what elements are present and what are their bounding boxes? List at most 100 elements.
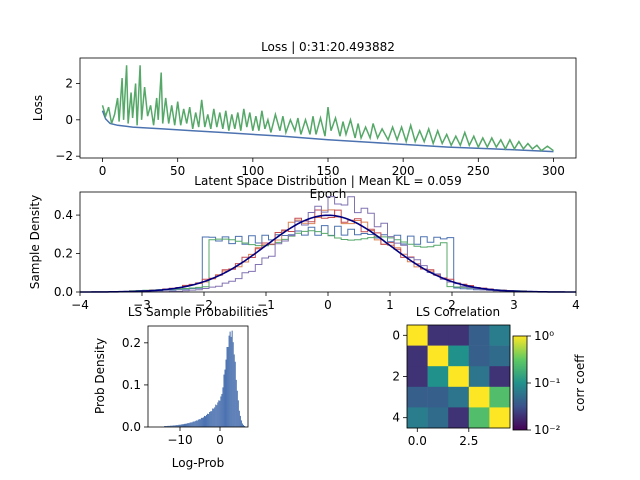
heatmap-cell-4-4 xyxy=(489,407,511,429)
probabilities-bar-66 xyxy=(231,330,233,427)
probabilities-bar-14 xyxy=(178,424,180,427)
probabilities-bar-44 xyxy=(209,411,211,427)
correlation-y-tick-label-2: 4 xyxy=(392,411,400,425)
loss-title: Loss | 0:31:20.493882 xyxy=(261,40,395,54)
loss-y-ticks: −2 0 2 xyxy=(55,76,80,163)
probabilities-bar-29 xyxy=(193,421,195,427)
probabilities-bar-46 xyxy=(211,411,213,427)
heatmap-cell-3-3 xyxy=(468,386,490,408)
probabilities-bar-60 xyxy=(225,359,227,427)
probabilities-bar-5 xyxy=(169,425,171,427)
probabilities-bar-18 xyxy=(182,424,184,427)
probabilities-bar-65 xyxy=(230,336,232,427)
probabilities-bar-36 xyxy=(200,417,202,427)
latent-x-tick-label-8: 4 xyxy=(572,298,580,312)
probabilities-bar-21 xyxy=(185,423,187,427)
loss-panel: Loss | 0:31:20.493882 0 50 100 150 200 250 300… xyxy=(31,40,577,201)
heatmap-cell-4-0 xyxy=(407,407,428,429)
probabilities-bar-26 xyxy=(190,422,192,427)
probabilities-bar-9 xyxy=(173,425,175,427)
heatmap-cell-3-0 xyxy=(407,386,428,408)
probabilities-bar-78 xyxy=(243,426,245,427)
heatmap-cell-4-1 xyxy=(427,407,449,429)
probabilities-bar-25 xyxy=(189,422,191,427)
probabilities-bar-47 xyxy=(212,408,214,427)
probabilities-x-ticks: −10 0 xyxy=(167,427,224,447)
probabilities-title: LS Sample Probabilities xyxy=(128,305,268,319)
probabilities-bar-67 xyxy=(232,342,234,427)
probabilities-bar-77 xyxy=(242,424,244,427)
colorbar-ticks: 10⁰ 10⁻¹ 10⁻² xyxy=(527,329,561,437)
latent-y-ticks: 0.0 0.2 0.4 xyxy=(54,208,80,299)
latent-reference-curve xyxy=(80,214,576,293)
probabilities-bar-62 xyxy=(227,346,229,427)
probabilities-bar-74 xyxy=(239,415,241,427)
probabilities-bar-4 xyxy=(168,425,170,427)
heatmap-cell-1-2 xyxy=(448,345,470,367)
latent-x-tick-label-5: 1 xyxy=(386,298,394,312)
probabilities-bar-6 xyxy=(170,425,172,427)
heatmap-cell-0-2 xyxy=(448,325,470,346)
probabilities-bar-48 xyxy=(213,408,215,427)
heatmap-cell-0-4 xyxy=(489,325,511,346)
probabilities-axes-frame xyxy=(147,325,249,428)
probabilities-bar-0 xyxy=(164,426,166,427)
probabilities-panel: LS Sample Probabilities −10 0 0.0 0.1 0.2 L… xyxy=(93,305,268,470)
probabilities-bar-1 xyxy=(165,426,167,427)
probabilities-bar-31 xyxy=(195,420,197,427)
loss-x-tick-label-6: 300 xyxy=(542,164,565,178)
probabilities-bar-53 xyxy=(218,400,220,427)
probabilities-bar-3 xyxy=(167,425,169,427)
probabilities-bar-20 xyxy=(184,423,186,427)
probabilities-bar-73 xyxy=(238,410,240,427)
probabilities-bar-42 xyxy=(207,413,209,427)
loss-x-tick-label-3: 150 xyxy=(317,164,340,178)
loss-y-tick-label-0: −2 xyxy=(55,149,73,163)
probabilities-bar-15 xyxy=(179,424,181,427)
probabilities-bar-76 xyxy=(241,423,243,427)
probabilities-bar-49 xyxy=(214,407,216,427)
latent-x-ticks: −4 −3 −2 −1 0 1 2 3 4 xyxy=(71,292,580,312)
probabilities-x-label: Log-Prob xyxy=(172,456,224,470)
heatmap-cell-1-4 xyxy=(489,345,511,367)
probabilities-bar-68 xyxy=(233,354,235,427)
probabilities-bar-57 xyxy=(222,387,224,427)
heatmap-cell-3-2 xyxy=(448,386,470,408)
probabilities-bar-16 xyxy=(180,424,182,427)
probabilities-bar-45 xyxy=(210,411,212,427)
probabilities-bar-63 xyxy=(228,335,230,427)
latent-histogram-1 xyxy=(129,209,527,292)
probabilities-bar-69 xyxy=(234,361,236,427)
colorbar xyxy=(512,335,528,431)
colorbar-tick-label-1: 10⁻¹ xyxy=(534,376,561,390)
loss-x-ticks: 0 50 100 150 200 250 300 xyxy=(99,158,565,178)
probabilities-bar-35 xyxy=(199,419,201,427)
probabilities-bar-70 xyxy=(235,379,237,427)
correlation-y-tick-label-0: 0 xyxy=(392,328,400,342)
probabilities-bar-58 xyxy=(223,374,225,427)
heatmap-cell-3-4 xyxy=(489,386,511,408)
heatmap-cell-1-0 xyxy=(407,345,428,367)
probabilities-bar-38 xyxy=(202,417,204,427)
loss-y-label: Loss xyxy=(31,95,45,121)
latent-y-tick-label-2: 0.4 xyxy=(54,208,73,222)
probabilities-bar-71 xyxy=(236,390,238,427)
latent-histogram-4 xyxy=(129,196,527,293)
correlation-title: LS Correlation xyxy=(416,305,500,319)
heatmap-cell-2-2 xyxy=(448,366,470,388)
heatmap-cell-0-0 xyxy=(407,325,428,346)
probabilities-bar-51 xyxy=(216,405,218,427)
probabilities-bar-72 xyxy=(237,400,239,427)
loss-y-tick-label-1: 0 xyxy=(65,113,73,127)
probabilities-plot-area xyxy=(164,330,246,427)
loss-x-tick-label-5: 250 xyxy=(467,164,490,178)
latent-y-tick-label-1: 0.2 xyxy=(54,247,73,261)
probabilities-bar-37 xyxy=(201,417,203,427)
latent-histogram-2 xyxy=(129,230,527,292)
correlation-y-tick-label-1: 2 xyxy=(392,370,400,384)
latent-histogram-3 xyxy=(129,209,527,292)
heatmap-cell-2-4 xyxy=(489,366,511,388)
probabilities-y-tick-label-1: 0.1 xyxy=(122,378,141,392)
probabilities-bar-24 xyxy=(188,423,190,427)
loss-plot-area xyxy=(101,65,554,153)
